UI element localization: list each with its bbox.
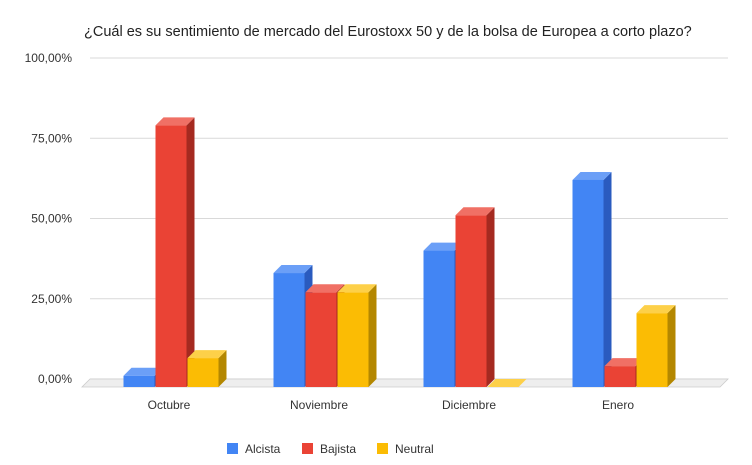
x-tick-label: Octubre — [148, 398, 191, 412]
bar-front — [123, 375, 155, 387]
x-tick-label: Enero — [602, 398, 634, 412]
bar-neutral-diciembre — [487, 379, 527, 387]
bar-front — [423, 250, 455, 387]
bar-side — [486, 207, 495, 387]
bar-front — [455, 215, 487, 387]
bar-top — [305, 284, 345, 293]
bar-top — [455, 207, 495, 216]
legend-item-alcista: Alcista — [227, 442, 281, 456]
bar-top — [604, 358, 644, 367]
legend-item-neutral: Neutral — [377, 442, 434, 456]
x-tick-label: Noviembre — [290, 398, 348, 412]
x-tick-label: Diciembre — [442, 398, 496, 412]
y-tick-label: 25,00% — [31, 292, 72, 306]
bar-front — [337, 292, 369, 387]
bar-front — [273, 273, 305, 387]
bar-front — [604, 366, 636, 387]
bar-top — [487, 379, 527, 387]
bar-neutral-enero — [636, 305, 676, 387]
legend: Alcista Bajista Neutral — [227, 442, 434, 456]
bar-top — [123, 367, 163, 376]
bar-front — [636, 313, 668, 387]
y-axis-ticks: 0,00% 25,00% 50,00% 75,00% 100,00% — [25, 51, 73, 386]
legend-label: Alcista — [245, 442, 281, 456]
y-tick-label: 50,00% — [31, 212, 72, 226]
bar-side — [218, 350, 227, 387]
bar-bajista-diciembre — [455, 207, 495, 387]
bar-top — [187, 350, 227, 359]
bar-side — [368, 284, 377, 387]
bar-top — [572, 171, 612, 180]
bar-top — [636, 305, 676, 314]
bar-front — [572, 179, 604, 387]
legend-label: Bajista — [320, 442, 356, 456]
bar-front — [187, 358, 219, 387]
bar-neutral-octubre — [187, 350, 227, 387]
bar-top — [273, 265, 313, 274]
bar-top — [423, 242, 463, 251]
y-tick-label: 75,00% — [31, 131, 72, 145]
y-tick-label: 0,00% — [38, 372, 72, 386]
bar-side — [186, 117, 195, 387]
legend-swatch — [377, 443, 388, 454]
bar-side — [603, 171, 612, 387]
chart-title: ¿Cuál es su sentimiento de mercado del E… — [84, 24, 692, 40]
bar-top — [155, 117, 195, 126]
bars — [123, 117, 676, 387]
legend-swatch — [227, 443, 238, 454]
bar-alcista-enero — [572, 171, 612, 387]
legend-item-bajista: Bajista — [302, 442, 356, 456]
bar-front — [155, 125, 187, 387]
bar-bajista-octubre — [155, 117, 195, 387]
legend-swatch — [302, 443, 313, 454]
x-axis-ticks: Octubre Noviembre Diciembre Enero — [148, 398, 635, 412]
legend-label: Neutral — [395, 442, 434, 456]
bar-top — [337, 284, 377, 293]
bar-front — [305, 292, 337, 387]
y-tick-label: 100,00% — [25, 51, 73, 65]
bar-side — [667, 305, 676, 387]
bar-neutral-noviembre — [337, 284, 377, 387]
